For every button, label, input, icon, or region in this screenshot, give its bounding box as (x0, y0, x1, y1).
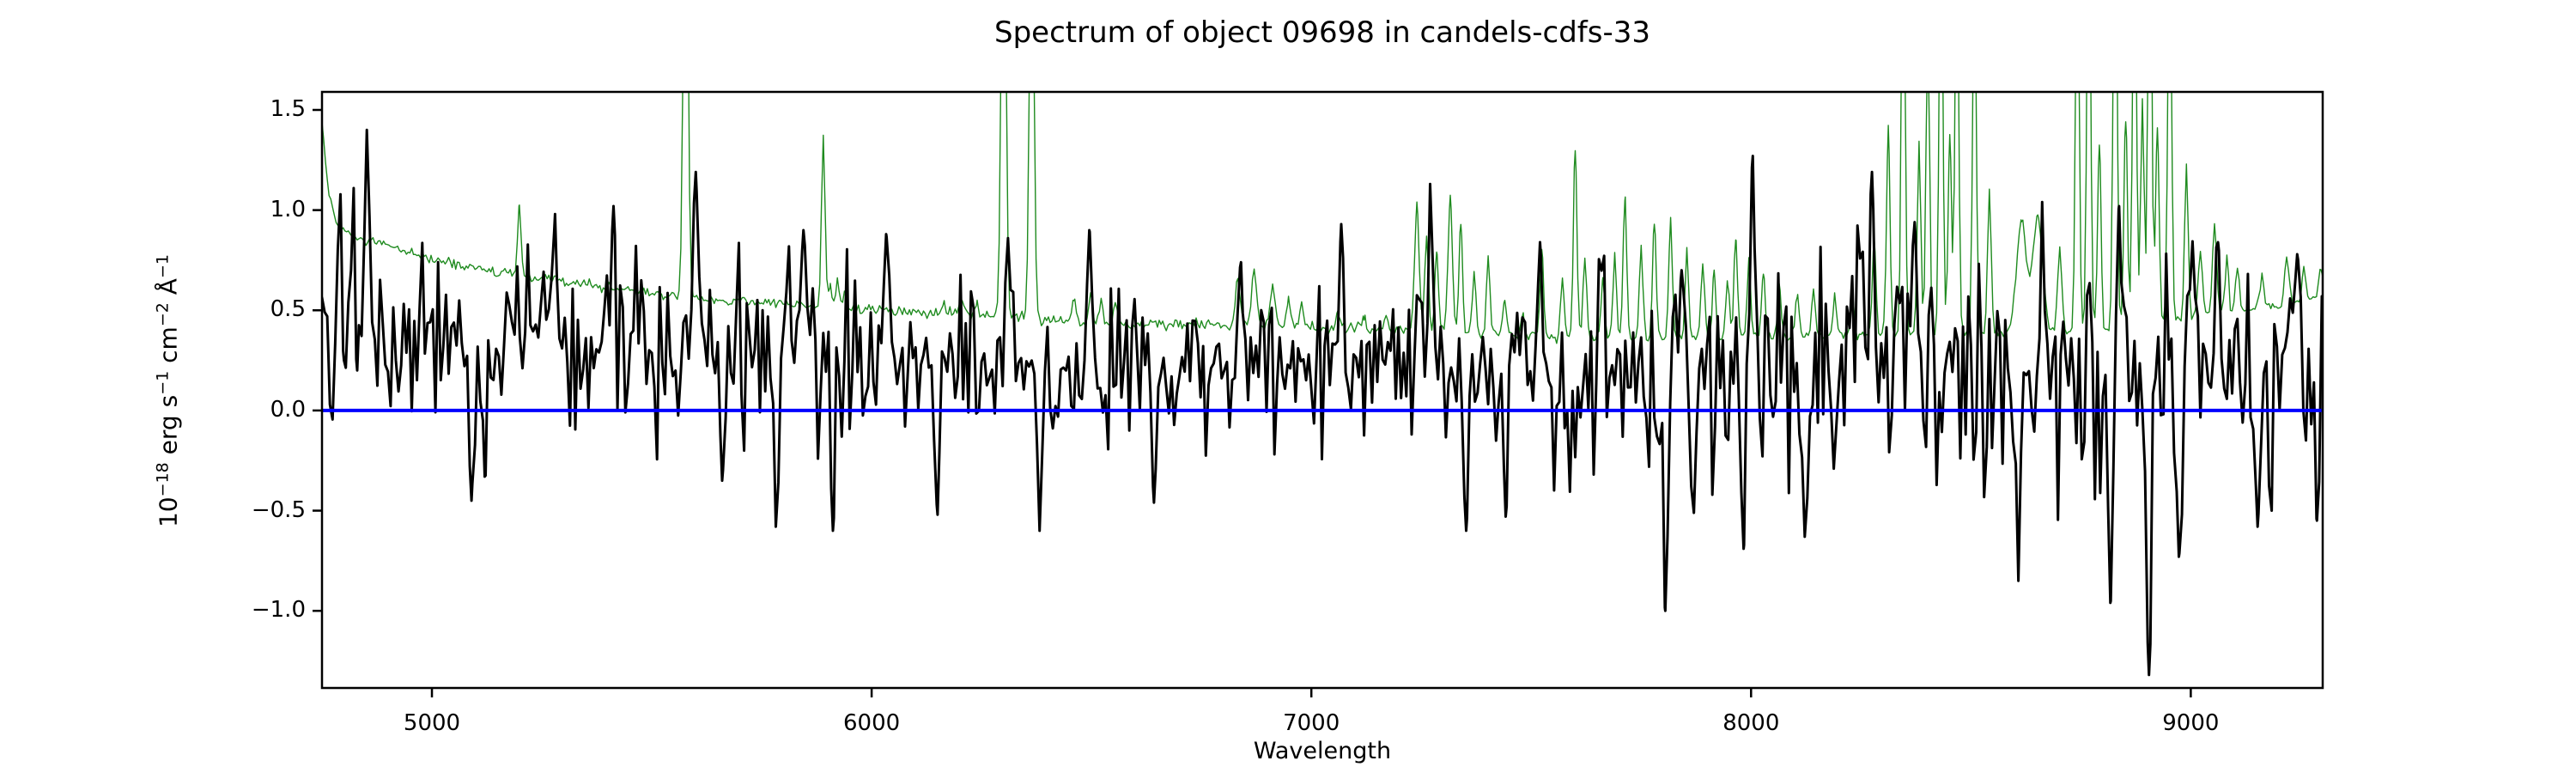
plot-frame (320, 90, 2324, 690)
y-tick-label: 0.0 (270, 396, 306, 423)
x-tick-label: 5000 (403, 710, 461, 736)
chart-title: Spectrum of object 09698 in candels-cdfs… (994, 15, 1650, 50)
plot-curves (322, 92, 2323, 677)
x-tick-label: 8000 (1722, 710, 1780, 736)
x-tick-label: 9000 (2162, 710, 2220, 736)
flux-spectrum-line (322, 128, 2323, 677)
y-axis-label-part: −1 (153, 370, 173, 395)
y-axis-label-part: cm (154, 326, 183, 371)
y-tick-label: −1.0 (251, 597, 306, 624)
y-axis-label-part: −1 (153, 253, 173, 279)
x-tick-label: 6000 (843, 710, 901, 736)
x-tick-label: 7000 (1283, 710, 1340, 736)
x-axis-label: Wavelength (1253, 738, 1392, 764)
y-axis-ticks (313, 108, 322, 612)
y-tick-label: 0.5 (270, 296, 306, 323)
y-axis-label: 10−18 erg s−1 cm−2 Å−1 (153, 253, 183, 527)
y-tick-label: −0.5 (251, 496, 306, 523)
y-axis-label-part: −18 (153, 462, 173, 497)
y-tick-label: 1.0 (270, 196, 306, 222)
x-axis-ticks (430, 688, 2192, 697)
y-tick-label: 1.5 (270, 95, 306, 122)
